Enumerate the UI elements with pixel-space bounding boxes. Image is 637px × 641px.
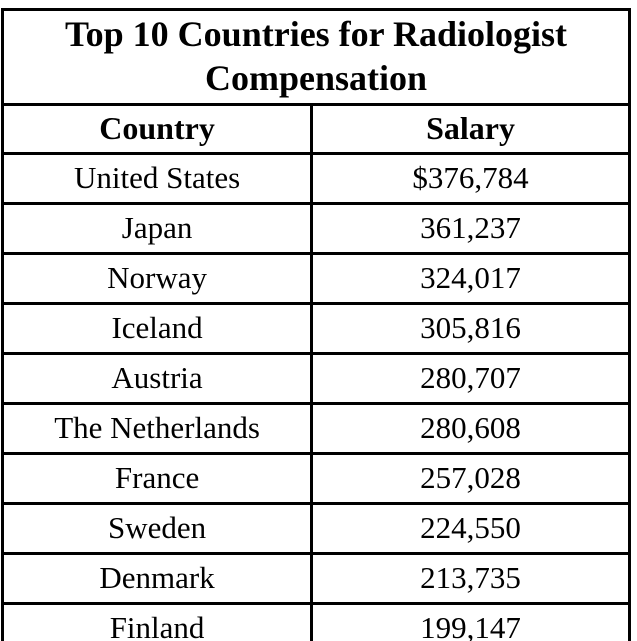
table-row: Sweden 224,550 [0,501,631,555]
salary-cell: 280,608 [310,401,631,455]
country-cell: Norway [0,251,314,305]
salary-cell: 280,707 [310,351,631,405]
table-row: Iceland 305,816 [0,301,631,355]
country-cell: United States [0,151,314,205]
table-row: Finland 199,147 [0,601,631,641]
country-cell: Japan [0,201,314,255]
column-header-salary: Salary [310,102,631,155]
salary-cell: 257,028 [310,451,631,505]
salary-cell: 305,816 [310,301,631,355]
salary-cell: 213,735 [310,551,631,605]
salary-cell: 224,550 [310,501,631,555]
column-header-country: Country [0,102,314,155]
country-cell: Finland [0,601,314,641]
header-row: Country Salary [0,102,631,155]
table-row: Denmark 213,735 [0,551,631,605]
table-row: Austria 280,707 [0,351,631,405]
table-row: Norway 324,017 [0,251,631,305]
table-row: Japan 361,237 [0,201,631,255]
table-title: Top 10 Countries for Radiologist Compens… [1,8,631,106]
table-body: United States $376,784 Japan 361,237 Norway 3… [0,151,631,641]
compensation-table: Top 10 Countries for Radiologist Compens… [0,8,631,641]
table-row: The Netherlands 280,608 [0,401,631,455]
salary-cell: 324,017 [310,251,631,305]
country-cell: Denmark [0,551,314,605]
salary-cell: 199,147 [310,601,631,641]
table-row: France 257,028 [0,451,631,505]
country-cell: Iceland [0,301,314,355]
country-cell: France [0,451,314,505]
salary-cell: $376,784 [310,151,631,205]
salary-cell: 361,237 [310,201,631,255]
country-cell: Austria [0,351,314,405]
country-cell: The Netherlands [0,401,314,455]
table-row: United States $376,784 [0,151,631,205]
country-cell: Sweden [0,501,314,555]
title-row: Top 10 Countries for Radiologist Compens… [1,8,631,106]
